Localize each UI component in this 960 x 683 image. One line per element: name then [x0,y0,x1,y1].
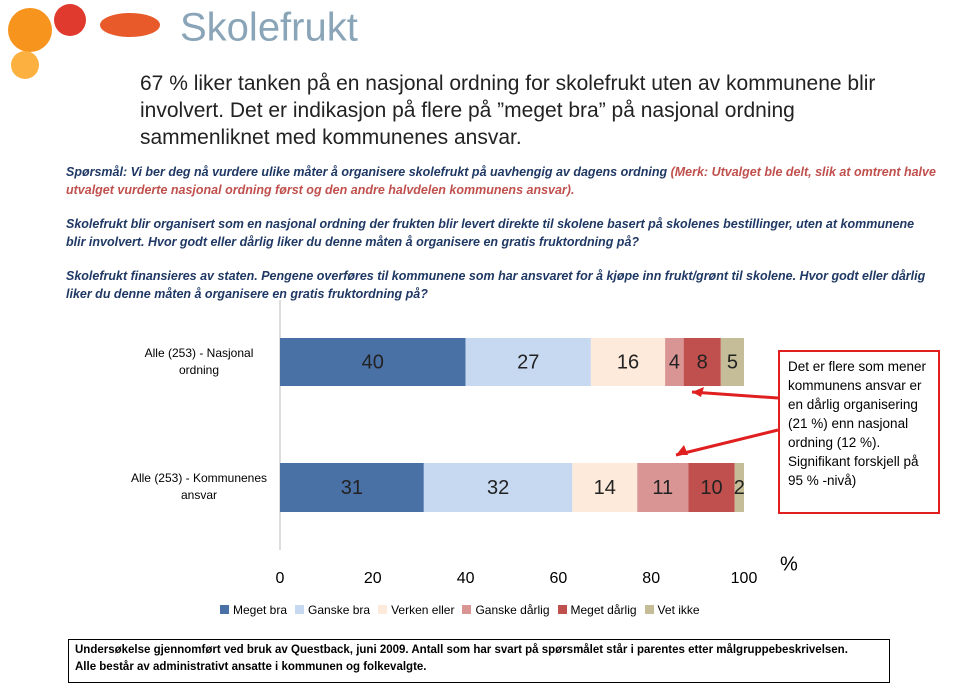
data-label: 2 [734,477,745,499]
x-tick-label: 100 [731,570,758,587]
logo-art [8,4,160,79]
data-label: 14 [594,477,616,499]
statement: Skolefrukt blir organisert som en nasjon… [66,217,915,249]
x-tick-label: 80 [642,570,660,587]
x-tick-label: 40 [457,570,475,587]
legend-label: Ganske bra [308,603,371,617]
x-tick-label: 60 [550,570,568,587]
legend-swatch [557,605,567,614]
arrowheads [676,387,704,455]
legend-item: Meget bra [220,603,287,617]
bar-segment [465,338,591,386]
x-axis-label: % [780,553,798,575]
question: Spørsmål: Vi ber deg nå vurdere ulike må… [66,163,936,199]
footer-line: Undersøkelse gjennomført ved bruk av Que… [75,644,848,656]
legend-item: Verken eller [378,603,454,617]
legend-label: Vet ikke [657,603,700,617]
legend-swatch [295,605,305,614]
legend-label: Meget bra [233,603,288,617]
legend-label: Meget dårlig [570,603,637,617]
category-label: Alle (253) - Nasjonal ordning [144,346,254,377]
title: 67 % liker tanken på en nasjonal ordning… [140,72,876,149]
data-label: 27 [517,351,539,373]
category-label: Alle (253) - Kommunenes ansvar [130,471,268,502]
legend-swatch [462,605,472,614]
legend-item: Meget dårlig [557,603,637,617]
data-label: 31 [341,477,363,499]
bar-segment [734,463,744,512]
legend-item: Vet ikke [644,603,700,617]
bar-segment [590,338,666,386]
question-note: (Merk: Utvalget ble delt, slik at omtren… [66,165,936,197]
data-label: 16 [617,351,639,373]
legend-label: Ganske dårlig [475,603,550,617]
legend: Meget bra Ganske bra Verken eller Ganske då… [220,603,700,617]
question-main: Spørsmål: Vi ber deg nå vurdere ulike må… [66,165,668,179]
bar-segment [423,463,573,512]
bar-segment [280,338,466,386]
bar-segment [683,338,721,386]
x-tick-label: 0 [276,570,285,587]
legend-item: Ganske dårlig [462,603,550,617]
data-label: 11 [652,477,673,499]
legend-swatch [220,605,229,614]
footer-line: Alle består av administrativt ansatte i … [75,661,427,673]
footer: Undersøkelse gjennomført ved bruk av Que… [68,639,890,683]
data-label: 40 [362,351,384,373]
data-label: 32 [487,477,509,499]
legend-swatch [644,605,654,614]
arrows [675,390,779,457]
bar-segment [688,463,735,512]
data-label: 5 [727,351,738,373]
bar-segment [665,338,684,386]
data-label: 10 [700,477,722,499]
bar-segment [280,463,424,512]
callout: Det er flere som mener kommunens ansvar … [778,350,940,514]
x-tick-label: 20 [364,570,382,587]
bar-segment [720,338,744,386]
legend-label: Verken eller [391,603,455,617]
statement: Skolefrukt finansieres av staten. Pengen… [66,269,926,301]
logo-text: Skolefrukt [180,6,358,50]
bar-segment [637,463,689,512]
data-label: 4 [669,351,680,373]
legend-swatch [378,605,388,614]
bar-segment [572,463,638,512]
legend-item: Ganske bra [295,603,370,617]
data-label: 8 [697,351,708,373]
